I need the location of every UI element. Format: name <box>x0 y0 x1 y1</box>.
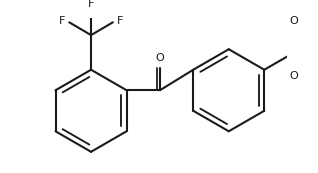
Text: F: F <box>117 16 123 26</box>
Text: O: O <box>289 71 298 81</box>
Text: F: F <box>59 16 66 26</box>
Text: O: O <box>156 53 164 63</box>
Text: F: F <box>88 0 94 10</box>
Text: O: O <box>289 16 298 26</box>
